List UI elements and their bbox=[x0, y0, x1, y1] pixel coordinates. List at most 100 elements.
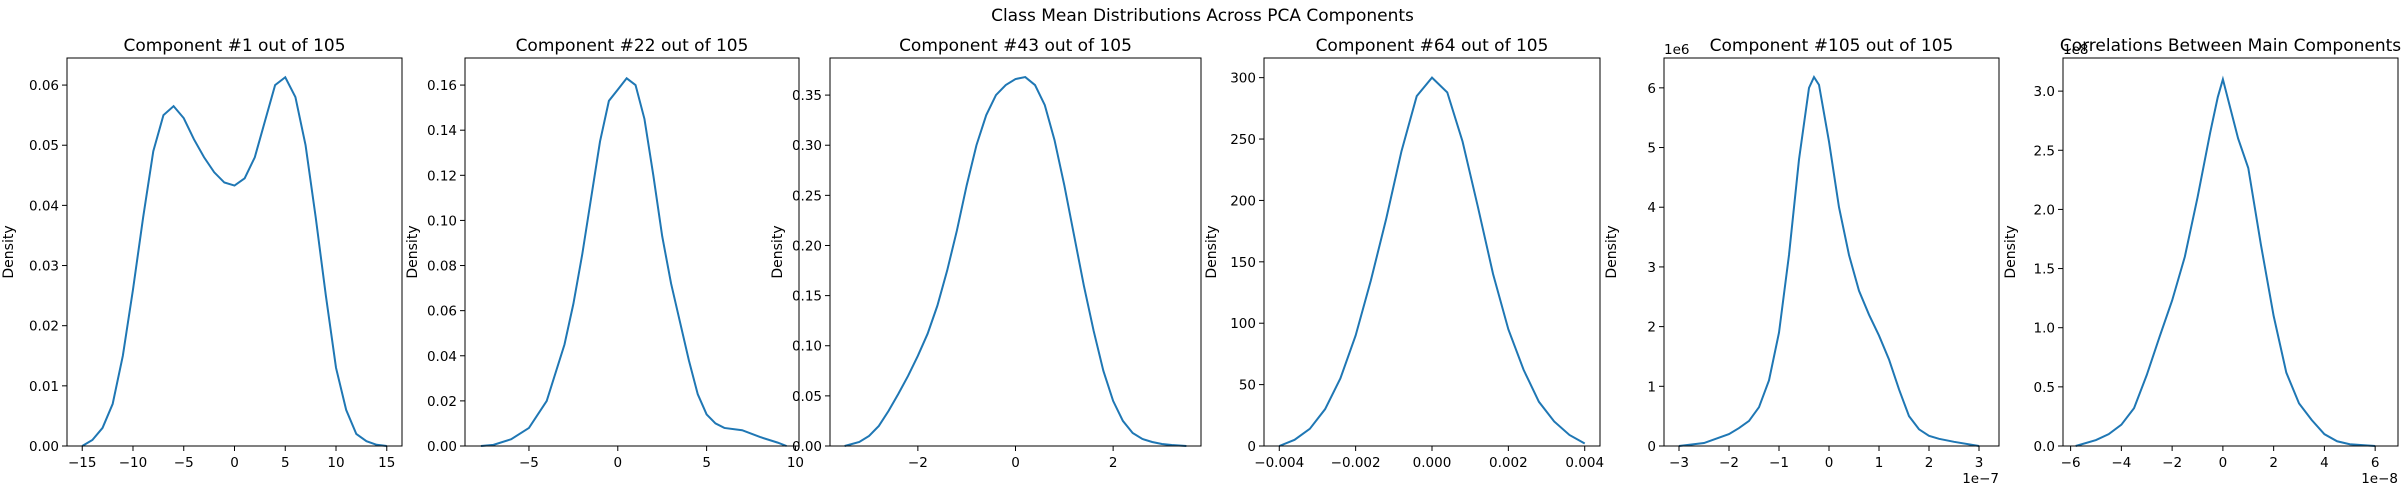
y-tick-label: 0.20 bbox=[792, 238, 822, 254]
x-tick-label: 1 bbox=[1875, 455, 1884, 471]
x-tick-label: 10 bbox=[787, 455, 804, 471]
y-tick-label: 0.01 bbox=[29, 379, 59, 395]
y-tick-label: 2.0 bbox=[2034, 202, 2055, 218]
figure-suptitle: Class Mean Distributions Across PCA Comp… bbox=[991, 6, 1414, 26]
y-tick-label: 50 bbox=[1239, 378, 1256, 394]
y-tick-label: 0 bbox=[1247, 439, 1256, 455]
subplot-title: Correlations Between Main Components bbox=[2060, 36, 2401, 56]
x-tick-label: −2 bbox=[1719, 455, 1739, 471]
x-tick-label: −15 bbox=[68, 455, 97, 471]
y-tick-label: 0.03 bbox=[29, 259, 59, 275]
subplot-6: −6 −4 −2 0 2 4 6 0.0 0.5 1.0 1.5 2.0 2.5 3.0 Correlati… bbox=[2003, 36, 2401, 487]
y-tick-label: 0.14 bbox=[427, 123, 457, 139]
y-tick-label: 0.00 bbox=[29, 439, 59, 455]
y-tick-label: 0 bbox=[1647, 439, 1656, 455]
subplot-title: Component #1 out of 105 bbox=[123, 36, 345, 56]
kde-line bbox=[2075, 75, 2376, 447]
y-tick-label: 0.5 bbox=[2034, 380, 2055, 396]
y-tick-label: 0.02 bbox=[29, 319, 59, 335]
y-tick-label: 0.30 bbox=[792, 138, 822, 154]
y-tick-label: 100 bbox=[1230, 316, 1256, 332]
y-tick-label: 0.12 bbox=[427, 168, 457, 184]
subplot-title: Component #105 out of 105 bbox=[1710, 36, 1954, 56]
x-tick-label: −0.002 bbox=[1331, 455, 1381, 471]
y-axis-label: Density bbox=[2003, 225, 2019, 278]
y-tick-label: 2.5 bbox=[2034, 143, 2055, 159]
y-axis-label: Density bbox=[1604, 225, 1620, 278]
y-tick-label: 2 bbox=[1647, 320, 1656, 336]
y-tick-label: 150 bbox=[1230, 255, 1256, 271]
axes-frame bbox=[1663, 57, 2000, 447]
y-tick-label: 250 bbox=[1230, 132, 1256, 148]
x-tick-label: 0.002 bbox=[1489, 455, 1528, 471]
y-tick-label: 1 bbox=[1647, 379, 1656, 395]
axes-frame bbox=[464, 57, 800, 447]
y-tick-label: 0.25 bbox=[792, 188, 822, 204]
subplot-title: Component #64 out of 105 bbox=[1316, 36, 1549, 56]
y-tick-label: 0.06 bbox=[427, 304, 457, 320]
y-tick-label: 0.10 bbox=[792, 339, 822, 355]
y-tick-label: 200 bbox=[1230, 193, 1256, 209]
y-tick-label: 3.0 bbox=[2034, 84, 2055, 100]
x-tick-label: −0.004 bbox=[1254, 455, 1304, 471]
y-tick-label: 0.06 bbox=[29, 78, 59, 94]
kde-line bbox=[480, 76, 787, 447]
y-axis-label: Density bbox=[770, 225, 786, 278]
x-tick-label: 5 bbox=[702, 455, 711, 471]
x-tick-label: 5 bbox=[281, 455, 290, 471]
y-tick-label: 300 bbox=[1230, 71, 1256, 87]
y-axis-label: Density bbox=[1, 225, 17, 278]
y-tick-label: 0.05 bbox=[792, 389, 822, 405]
x-tick-label: 15 bbox=[378, 455, 395, 471]
x-tick-label: −3 bbox=[1669, 455, 1689, 471]
kde-line bbox=[1278, 76, 1586, 447]
y-tick-label: 0.08 bbox=[427, 259, 457, 275]
y-tick-label: 0.00 bbox=[427, 439, 457, 455]
x-tick-label: 0.004 bbox=[1565, 455, 1604, 471]
subplot-title: Component #43 out of 105 bbox=[899, 36, 1132, 56]
kde-line bbox=[844, 75, 1187, 447]
y-tick-label: 0.15 bbox=[792, 289, 822, 305]
y-tick-label: 0.04 bbox=[427, 349, 457, 365]
x-tick-label: 10 bbox=[327, 455, 344, 471]
x-tick-label: 4 bbox=[2320, 455, 2329, 471]
kde-line bbox=[1678, 75, 1980, 447]
y-tick-label: 0.10 bbox=[427, 213, 457, 229]
kde-line bbox=[81, 75, 387, 447]
axes-frame bbox=[1263, 57, 1601, 447]
y-tick-label: 3 bbox=[1647, 260, 1656, 276]
x-tick-label: 0 bbox=[2219, 455, 2228, 471]
axes-frame bbox=[2062, 57, 2399, 447]
subplot-5: −3 −2 −1 0 1 2 3 0 1 2 3 4 5 6 Component #105 out of 1… bbox=[1604, 36, 2000, 487]
y-tick-label: 1.5 bbox=[2034, 262, 2055, 278]
x-tick-label: −5 bbox=[519, 455, 539, 471]
x-offset-label: 1e−8 bbox=[2361, 471, 2398, 487]
y-offset-label: 1e8 bbox=[2063, 42, 2088, 58]
x-tick-label: 0 bbox=[1825, 455, 1834, 471]
y-axis-label: Density bbox=[1204, 225, 1220, 278]
y-tick-label: 5 bbox=[1647, 141, 1656, 157]
x-tick-label: −4 bbox=[2111, 455, 2131, 471]
y-tick-label: 0.16 bbox=[427, 78, 457, 94]
subplot-2: −5 0 5 10 0.00 0.02 0.04 0.06 0.08 0.10 0.12 0.14 0.… bbox=[405, 36, 804, 471]
x-tick-label: 2 bbox=[1109, 455, 1118, 471]
axes-frame bbox=[829, 57, 1202, 447]
axes-frame bbox=[66, 57, 403, 447]
x-tick-label: 0 bbox=[1011, 455, 1020, 471]
x-tick-label: 3 bbox=[1975, 455, 1984, 471]
subplot-3: −2 0 2 0.00 0.05 0.10 0.15 0.20 0.25 0.30 0.35 Comp… bbox=[770, 36, 1202, 471]
x-tick-label: 0 bbox=[230, 455, 239, 471]
y-tick-label: 1.0 bbox=[2034, 321, 2055, 337]
x-tick-label: 0 bbox=[613, 455, 622, 471]
y-offset-label: 1e6 bbox=[1664, 42, 1689, 58]
x-tick-label: −1 bbox=[1769, 455, 1789, 471]
y-tick-label: 0.02 bbox=[427, 394, 457, 410]
x-tick-label: 2 bbox=[2269, 455, 2278, 471]
subplot-1: −15 −10 −5 0 5 10 15 0.00 0.01 0.02 0.03 0.04 0.05 0.… bbox=[1, 36, 403, 471]
x-tick-label: −2 bbox=[908, 455, 928, 471]
x-tick-label: 2 bbox=[1925, 455, 1934, 471]
x-tick-label: −5 bbox=[174, 455, 194, 471]
x-tick-label: 6 bbox=[2371, 455, 2380, 471]
y-axis-label: Density bbox=[405, 225, 421, 278]
